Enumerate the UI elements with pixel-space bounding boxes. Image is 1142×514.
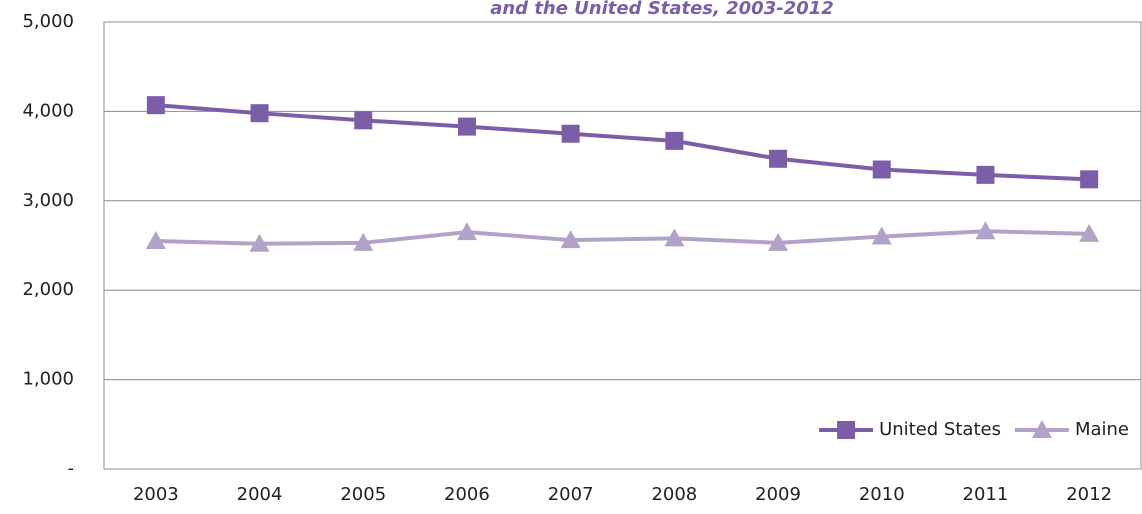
y-tick-label: 3,000 <box>22 190 74 211</box>
chart-title: and the United States, 2003-2012 <box>490 0 834 19</box>
data-point <box>560 230 581 249</box>
data-point <box>457 117 476 136</box>
data-point <box>664 228 685 247</box>
series-line <box>155 103 1090 182</box>
x-tick-label: 2010 <box>859 484 905 505</box>
y-tick-label: 1,000 <box>22 369 74 390</box>
x-tick-label: 2008 <box>651 484 697 505</box>
legend-marker <box>837 421 856 439</box>
series-line <box>155 229 1090 246</box>
legend-marker <box>1031 420 1052 438</box>
y-tick-label: 4,000 <box>22 100 74 121</box>
data-point <box>1079 223 1100 242</box>
data-point <box>354 111 373 130</box>
x-tick-label: 2007 <box>548 484 594 505</box>
legend-label: Maine <box>1075 419 1129 440</box>
data-point <box>975 221 996 240</box>
data-point <box>976 165 995 184</box>
data-point <box>145 231 166 250</box>
y-tick-label: 2,000 <box>22 279 74 300</box>
data-point <box>146 96 165 115</box>
plot-frame <box>103 21 1142 470</box>
x-tick-label: 2012 <box>1066 484 1112 505</box>
x-tick-label: 2011 <box>963 484 1009 505</box>
x-tick-label: 2005 <box>340 484 386 505</box>
data-point <box>769 149 788 168</box>
legend-label: United States <box>879 419 1001 440</box>
data-point <box>249 233 270 252</box>
data-point <box>456 222 477 241</box>
y-tick-label: - <box>68 458 75 479</box>
x-tick-label: 2006 <box>444 484 490 505</box>
data-point <box>768 232 789 251</box>
data-point <box>665 131 684 150</box>
y-tick-label: 5,000 <box>22 11 74 32</box>
data-point <box>250 104 269 123</box>
data-point <box>872 160 891 179</box>
data-point <box>1080 170 1099 189</box>
data-point <box>871 226 892 245</box>
x-tick-label: 2009 <box>755 484 801 505</box>
data-point <box>561 124 580 143</box>
x-tick-label: 2004 <box>237 484 283 505</box>
x-tick-label: 2003 <box>133 484 179 505</box>
data-point <box>353 232 374 251</box>
